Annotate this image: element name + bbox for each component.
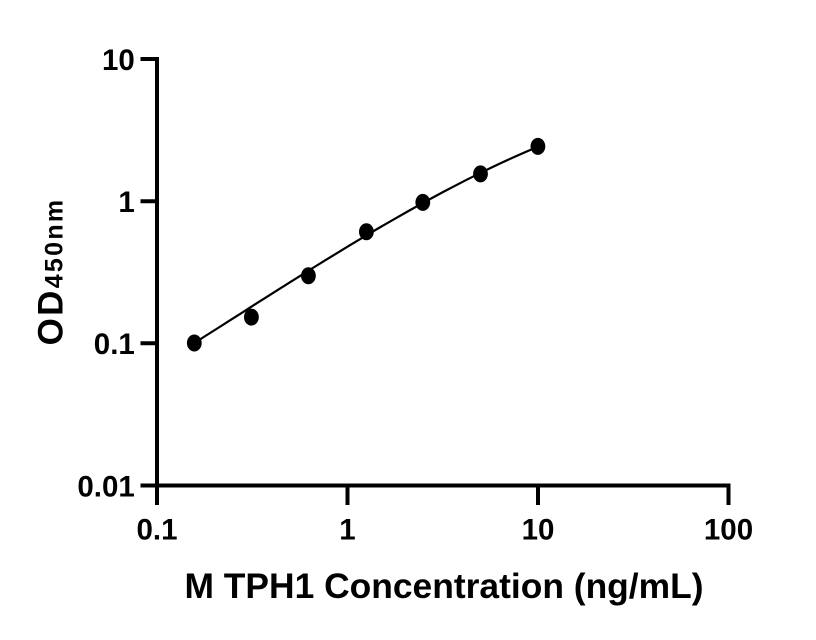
- svg-text:100: 100: [704, 513, 753, 546]
- svg-text:0.1: 0.1: [136, 513, 177, 546]
- svg-text:0.01: 0.01: [77, 470, 134, 503]
- svg-text:M TPH1 Concentration (ng/mL): M TPH1 Concentration (ng/mL): [184, 566, 703, 606]
- svg-text:10: 10: [522, 513, 555, 546]
- svg-text:1: 1: [339, 513, 355, 546]
- svg-text:0.1: 0.1: [94, 328, 135, 361]
- svg-text:OD450nm: OD450nm: [32, 198, 71, 346]
- svg-text:1: 1: [118, 186, 134, 219]
- svg-text:10: 10: [102, 44, 135, 77]
